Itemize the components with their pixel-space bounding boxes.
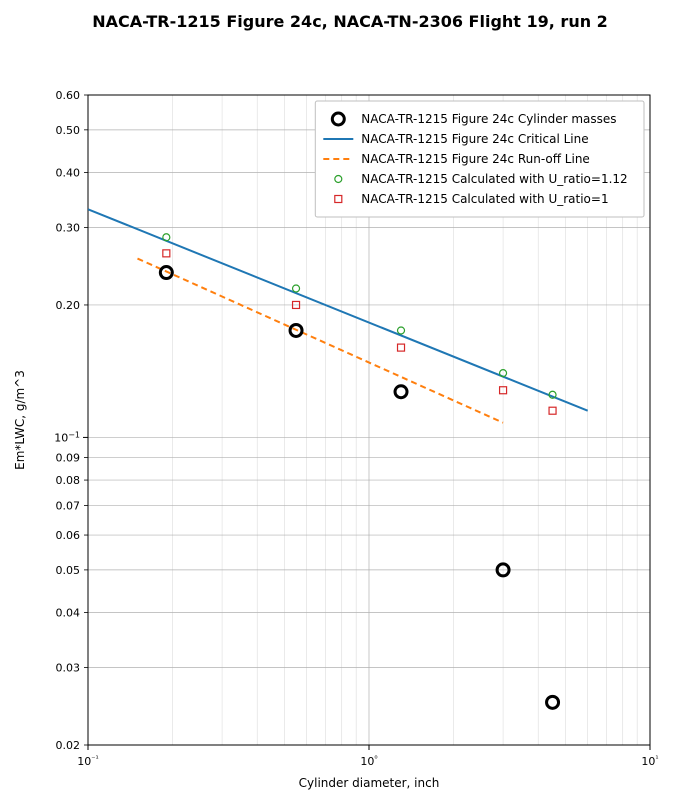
svg-text:NACA-TR-1215 Calculated with U: NACA-TR-1215 Calculated with U_ratio=1.1… <box>361 172 627 186</box>
y-axis-label: Em*LWC, g/m^3 <box>13 370 27 470</box>
svg-text:10¹: 10¹ <box>641 754 658 769</box>
svg-text:0.04: 0.04 <box>56 607 81 620</box>
svg-text:NACA-TR-1215 Figure 24c Cylind: NACA-TR-1215 Figure 24c Cylinder masses <box>361 112 616 126</box>
svg-text:10⁻¹: 10⁻¹ <box>77 754 98 769</box>
svg-text:0.03: 0.03 <box>56 662 81 675</box>
svg-text:0.06: 0.06 <box>56 529 81 542</box>
svg-text:0.60: 0.60 <box>56 89 81 102</box>
legend: NACA-TR-1215 Figure 24c Cylinder masses N… <box>315 101 644 217</box>
svg-text:NACA-TR-1215 Calculated with U: NACA-TR-1215 Calculated with U_ratio=1 <box>361 192 608 206</box>
svg-text:0.30: 0.30 <box>56 221 81 234</box>
svg-text:0.50: 0.50 <box>56 124 81 137</box>
svg-text:NACA-TR-1215 Figure 24c Run-of: NACA-TR-1215 Figure 24c Run-off Line <box>361 152 590 166</box>
svg-text:NACA-TR-1215 Figure 24c Critic: NACA-TR-1215 Figure 24c Critical Line <box>361 132 588 146</box>
svg-text:0.09: 0.09 <box>56 452 81 465</box>
svg-text:0.20: 0.20 <box>56 299 81 312</box>
svg-text:0.02: 0.02 <box>56 739 81 752</box>
svg-text:0.05: 0.05 <box>56 564 81 577</box>
x-axis-label: Cylinder diameter, inch <box>299 776 440 790</box>
svg-text:0.08: 0.08 <box>56 474 81 487</box>
svg-text:0.40: 0.40 <box>56 166 81 179</box>
plot-area: 10⁻¹ 10⁰ 10¹ Cylinder diameter, inch 10−1 0.0… <box>0 0 700 800</box>
figure: NACA-TR-1215 Figure 24c, NACA-TN-2306 Fl… <box>0 0 700 800</box>
svg-text:10⁰: 10⁰ <box>360 754 377 769</box>
svg-text:10−1: 10−1 <box>54 430 80 445</box>
svg-text:0.07: 0.07 <box>56 500 81 513</box>
